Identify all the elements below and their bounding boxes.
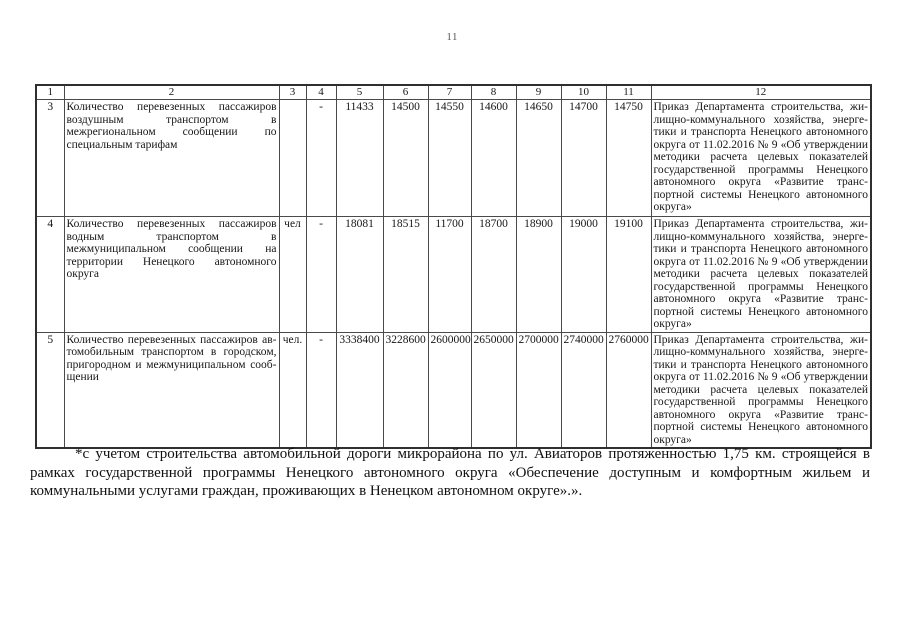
cell-basis: Приказ Департамента строительства, жи­ли… xyxy=(650,99,872,217)
cell-value: 14550 xyxy=(427,99,472,217)
column-header-3: 3 xyxy=(278,84,307,100)
cell-value: 18515 xyxy=(382,216,429,333)
cell-value: 2650000 xyxy=(470,331,517,449)
cell-row-number: 3 xyxy=(35,99,65,217)
cell-row-number: 4 xyxy=(35,216,65,333)
cell-value: 18081 xyxy=(335,216,384,333)
column-header-4: 4 xyxy=(305,84,337,100)
table-row: 4 Количество перевезенных пассажиров вод… xyxy=(35,216,872,333)
cell-indicator: Количество перевезенных пассажиров вод­н… xyxy=(63,216,280,333)
table-header-row: 1 2 3 4 5 6 7 8 9 10 11 12 xyxy=(35,84,872,100)
cell-value: 3338400 xyxy=(335,331,384,449)
cell-value: 14600 xyxy=(470,99,517,217)
cell-value: 2760000 xyxy=(605,331,652,449)
column-header-1: 1 xyxy=(35,84,65,100)
cell-unit xyxy=(278,99,307,217)
cell-baseline: - xyxy=(305,216,337,333)
table-row: 5 Количество перевезенных пассажиров ав­… xyxy=(35,331,872,449)
indicators-table: 1 2 3 4 5 6 7 8 9 10 11 12 3 Количество … xyxy=(35,84,872,449)
page-number: 11 xyxy=(446,32,459,43)
cell-unit: чел. xyxy=(278,331,307,449)
cell-baseline: - xyxy=(305,99,337,217)
cell-basis: Приказ Департамента строительства, жи­ли… xyxy=(650,216,872,333)
column-header-2: 2 xyxy=(63,84,280,100)
cell-value: 11700 xyxy=(427,216,472,333)
column-header-11: 11 xyxy=(605,84,652,100)
column-header-9: 9 xyxy=(515,84,562,100)
cell-indicator: Количество перевезенных пассажиров ав­то… xyxy=(63,331,280,449)
column-header-6: 6 xyxy=(382,84,429,100)
cell-baseline: - xyxy=(305,331,337,449)
footnote: *с учетом строительства автомобильной до… xyxy=(30,446,870,499)
cell-value: 2700000 xyxy=(515,331,562,449)
cell-unit: чел xyxy=(278,216,307,333)
cell-row-number: 5 xyxy=(35,331,65,449)
column-header-12: 12 xyxy=(650,84,872,100)
cell-value: 19000 xyxy=(560,216,607,333)
cell-value: 3228600 xyxy=(382,331,429,449)
cell-value: 19100 xyxy=(605,216,652,333)
cell-value: 18900 xyxy=(515,216,562,333)
cell-value: 14650 xyxy=(515,99,562,217)
cell-value: 2740000 xyxy=(560,331,607,449)
cell-value: 14750 xyxy=(605,99,652,217)
cell-value: 14700 xyxy=(560,99,607,217)
cell-value: 18700 xyxy=(470,216,517,333)
cell-indicator: Количество перевезенных пассажиров воз­д… xyxy=(63,99,280,217)
column-header-8: 8 xyxy=(470,84,517,100)
table-row: 3 Количество перевезенных пассажиров воз… xyxy=(35,99,872,217)
cell-value: 2600000 xyxy=(427,331,472,449)
cell-value: 11433 xyxy=(335,99,384,217)
column-header-7: 7 xyxy=(427,84,472,100)
column-header-10: 10 xyxy=(560,84,607,100)
column-header-5: 5 xyxy=(335,84,384,100)
cell-value: 14500 xyxy=(382,99,429,217)
cell-basis: Приказ Департамента строительства, жи­ли… xyxy=(650,331,872,449)
